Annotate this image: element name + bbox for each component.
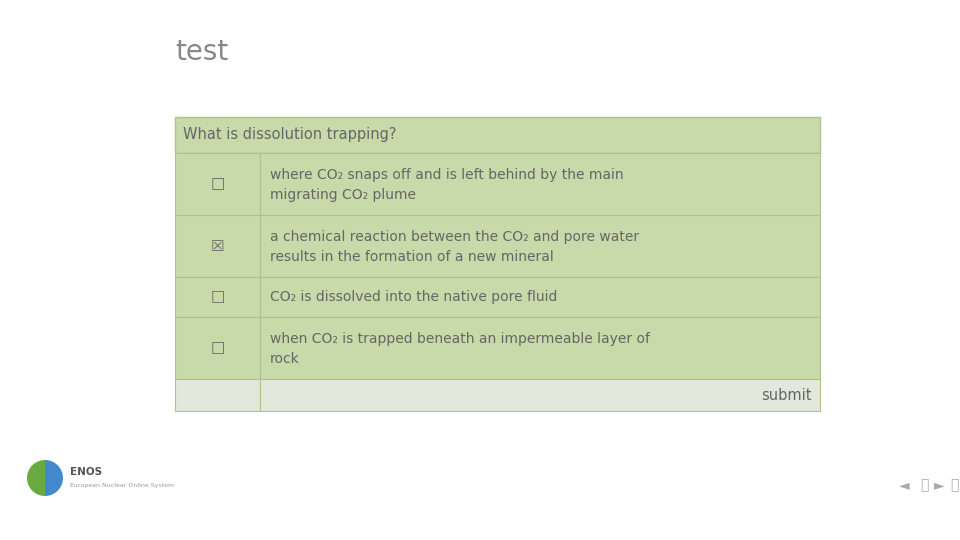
Text: ☒: ☒ xyxy=(210,239,225,253)
Text: where CO₂ snaps off and is left behind by the main: where CO₂ snaps off and is left behind b… xyxy=(270,168,624,181)
Text: CO₂ is dissolved into the native pore fluid: CO₂ is dissolved into the native pore fl… xyxy=(270,290,558,304)
Text: ENOS: ENOS xyxy=(70,467,102,477)
FancyBboxPatch shape xyxy=(175,317,260,379)
FancyBboxPatch shape xyxy=(175,215,260,277)
FancyBboxPatch shape xyxy=(175,153,260,215)
Text: migrating CO₂ plume: migrating CO₂ plume xyxy=(270,188,416,202)
Text: □: □ xyxy=(210,341,225,355)
Text: European Nuclear Online System: European Nuclear Online System xyxy=(70,483,174,489)
Wedge shape xyxy=(45,460,63,496)
Text: test: test xyxy=(175,38,228,66)
Text: What is dissolution trapping?: What is dissolution trapping? xyxy=(183,127,396,143)
Text: ◄: ◄ xyxy=(900,478,910,492)
FancyBboxPatch shape xyxy=(175,117,820,153)
Text: submit: submit xyxy=(761,388,812,402)
Text: when CO₂ is trapped beneath an impermeable layer of: when CO₂ is trapped beneath an impermeab… xyxy=(270,332,650,346)
Text: ►: ► xyxy=(934,478,945,492)
Text: a chemical reaction between the CO₂ and pore water: a chemical reaction between the CO₂ and … xyxy=(270,230,639,244)
Text: □: □ xyxy=(210,289,225,305)
FancyBboxPatch shape xyxy=(260,379,820,411)
FancyBboxPatch shape xyxy=(260,153,820,215)
FancyBboxPatch shape xyxy=(260,277,820,317)
FancyBboxPatch shape xyxy=(175,379,260,411)
FancyBboxPatch shape xyxy=(260,317,820,379)
Text: rock: rock xyxy=(270,352,300,366)
Text: results in the formation of a new mineral: results in the formation of a new minera… xyxy=(270,250,554,264)
FancyBboxPatch shape xyxy=(260,215,820,277)
FancyBboxPatch shape xyxy=(175,277,260,317)
Text: ⏭: ⏭ xyxy=(950,478,959,492)
Wedge shape xyxy=(27,460,45,496)
Text: ⏮: ⏮ xyxy=(921,478,929,492)
Text: □: □ xyxy=(210,177,225,192)
